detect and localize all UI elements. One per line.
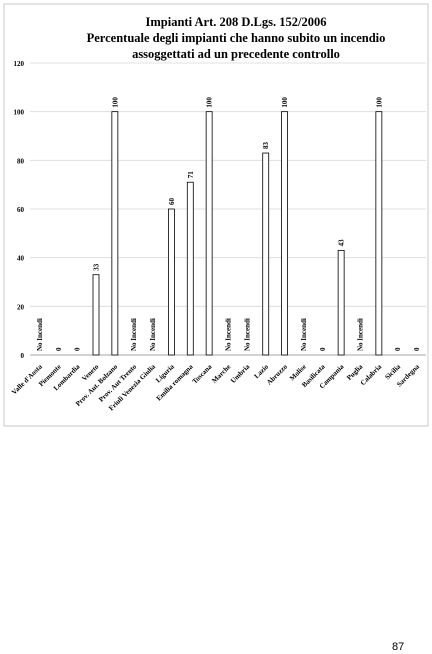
bar — [262, 152, 270, 356]
value-label: 0 — [413, 347, 421, 351]
value-label: 100 — [111, 97, 119, 108]
value-label: No Incendi — [225, 318, 233, 351]
chart: Impianti Art. 208 D.Lgs. 152/2006 Percen… — [3, 3, 429, 427]
chart-title: Impianti Art. 208 D.Lgs. 152/2006 — [146, 15, 327, 29]
value-label: No Incendi — [36, 318, 44, 351]
y-tick-label: 120 — [14, 60, 25, 68]
bar — [281, 111, 288, 356]
chart-subtitle: assoggettati ad un precedente controllo — [132, 47, 340, 61]
y-tick-label: 40 — [17, 255, 25, 263]
chart-subtitle: Percentuale degli impianti che hanno sub… — [87, 31, 386, 45]
value-label: 83 — [262, 142, 270, 150]
bar — [168, 208, 175, 356]
value-label: 33 — [93, 263, 101, 271]
value-label: 60 — [168, 198, 176, 206]
value-label: No Incendi — [300, 318, 308, 351]
y-tick-label: 60 — [17, 206, 25, 214]
value-label: 71 — [187, 171, 195, 179]
bar — [186, 181, 194, 356]
y-tick-label: 20 — [17, 303, 25, 311]
value-label: 43 — [338, 239, 346, 247]
y-tick-label: 100 — [14, 109, 25, 117]
bar — [375, 111, 383, 356]
value-label: 100 — [206, 97, 214, 108]
bar — [205, 111, 213, 356]
y-tick-label: 80 — [17, 157, 25, 165]
value-label: 100 — [375, 97, 383, 108]
value-label: 0 — [394, 347, 402, 351]
value-label: No Incendi — [149, 318, 157, 351]
bar — [92, 274, 100, 356]
bar — [111, 111, 119, 356]
value-label: 0 — [319, 347, 327, 351]
bar — [337, 249, 345, 356]
value-label: No Incendi — [357, 318, 365, 351]
value-label: 100 — [281, 97, 289, 108]
value-label: No Incendi — [130, 318, 138, 351]
chart-frame — [3, 3, 429, 427]
value-label: No Incendi — [243, 318, 251, 351]
y-tick-label: 0 — [21, 352, 25, 360]
value-label: 0 — [74, 347, 82, 351]
value-label: 0 — [55, 347, 63, 351]
page-number: 87 — [392, 641, 405, 653]
